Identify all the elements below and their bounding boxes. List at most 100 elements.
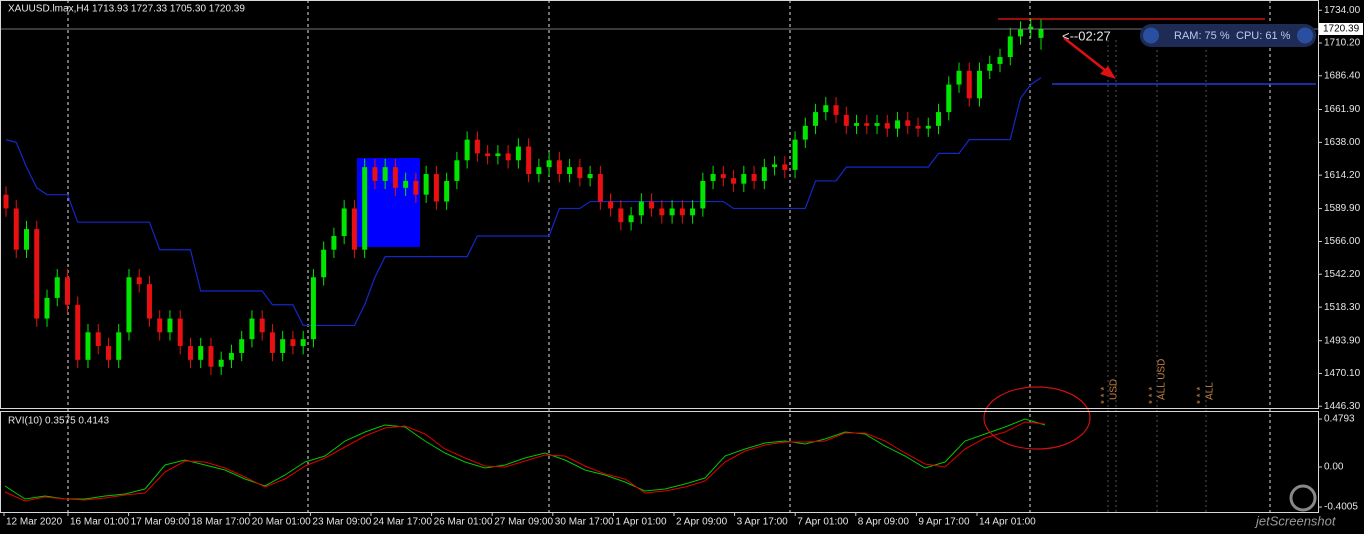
- y-tick-label: 1446.30: [1324, 401, 1361, 412]
- y-tick-label: 1470.10: [1324, 368, 1361, 379]
- price-tag-label: 1720.39: [1323, 24, 1360, 35]
- candle-body: [187, 346, 193, 360]
- y-tick-label: 1710.20: [1324, 38, 1361, 49]
- candle-body: [249, 318, 255, 340]
- x-tick-label: 7 Apr 01:00: [797, 517, 849, 528]
- candle-body: [731, 178, 737, 184]
- rvi-line: [4, 421, 1046, 502]
- arrow: [1063, 37, 1111, 75]
- separators: [67, 0, 1271, 512]
- main-frame: [0, 0, 1319, 409]
- candle-body: [259, 318, 265, 333]
- indicator-title: RVI(10) 0.3575 0.4143: [8, 416, 109, 427]
- x-tick-label: 2 Apr 09:00: [676, 517, 728, 528]
- candle-body: [987, 63, 993, 71]
- candle-body: [392, 167, 398, 188]
- candle-body: [403, 180, 409, 188]
- y-tick-label: -0.4005: [1324, 502, 1358, 513]
- candle-body: [331, 235, 337, 250]
- candle-body: [854, 123, 860, 126]
- candle-body: [218, 359, 224, 367]
- y-tick-label: 1542.20: [1324, 269, 1361, 280]
- candle-body: [649, 201, 655, 209]
- candle-body: [198, 346, 204, 360]
- candle-body: [546, 160, 552, 168]
- candle-body: [597, 174, 603, 202]
- candle-body: [792, 139, 798, 170]
- candle-body: [526, 146, 532, 175]
- event-stars: * * *: [1148, 387, 1159, 404]
- candle-body: [3, 194, 9, 209]
- candle-body: [310, 277, 316, 340]
- candle-body: [341, 208, 347, 236]
- candle-body: [966, 70, 972, 99]
- candle-body: [895, 120, 901, 129]
- candle-body: [167, 318, 173, 333]
- candle-body: [126, 277, 132, 333]
- candle-body: [290, 339, 296, 347]
- candle-body: [423, 174, 429, 195]
- candle-body: [372, 167, 378, 181]
- y-tick-label: 1614.20: [1324, 170, 1361, 181]
- plot-area: [1, 18, 1318, 502]
- candle-body: [659, 208, 665, 216]
- candle-body: [269, 332, 275, 353]
- candle-body: [608, 201, 614, 209]
- candle-body: [925, 125, 931, 129]
- ohlc: 1713.93 1727.33 1705.30 1720.39: [92, 4, 245, 15]
- candle-body: [823, 105, 829, 113]
- candle-body: [618, 208, 624, 223]
- candle-body: [936, 112, 942, 126]
- event-label: ALL: [1205, 382, 1216, 400]
- ram: RAM: 75 %: [1174, 30, 1230, 42]
- y-tick-label: 1566.00: [1324, 236, 1361, 247]
- candle-body: [577, 167, 583, 179]
- indicator-line: [5, 77, 1042, 327]
- widget-icon: [1143, 27, 1159, 44]
- event-stars: * * *: [1100, 387, 1111, 404]
- y-tick-label: 1589.90: [1324, 203, 1361, 214]
- candle-body: [1028, 26, 1034, 30]
- highlight-ellipse: [983, 386, 1091, 450]
- x-tick-label: 24 Mar 17:00: [373, 517, 432, 528]
- event-stars: * * *: [1196, 387, 1207, 404]
- candle-body: [802, 125, 808, 140]
- candle-body: [382, 167, 388, 181]
- candle-body: [772, 164, 778, 168]
- price-tag: [1319, 22, 1363, 35]
- candle-body: [54, 277, 60, 298]
- candle-body: [34, 229, 40, 319]
- candle-body: [905, 120, 911, 126]
- candle-body: [1018, 29, 1024, 37]
- x-tick-label: 14 Apr 01:00: [979, 517, 1036, 528]
- arrow-head: [1100, 66, 1116, 79]
- candle-body: [95, 332, 101, 347]
- indicator-frame: [0, 411, 1319, 513]
- candle-body: [208, 346, 214, 367]
- resource-widget: RAM: 75 % CPU: 61 %: [1140, 24, 1316, 47]
- candle-body: [485, 153, 491, 157]
- candle-body: [464, 139, 470, 161]
- cpu: CPU: 61 %: [1236, 30, 1291, 42]
- candle-body: [44, 297, 50, 319]
- candle-body: [495, 153, 501, 157]
- candle-body: [638, 201, 644, 216]
- candle-body: [956, 70, 962, 85]
- highlight-box: [357, 158, 420, 247]
- candle-body: [567, 167, 573, 175]
- x-tick-label: 9 Apr 17:00: [918, 517, 970, 528]
- candle-body: [105, 346, 111, 360]
- candle-body: [536, 167, 542, 175]
- widget-button[interactable]: [1297, 27, 1313, 44]
- candle-body: [751, 174, 757, 181]
- candle-body: [813, 112, 819, 126]
- x-tick-label: 18 Mar 17:00: [191, 517, 250, 528]
- candle-body: [843, 114, 849, 126]
- candle-body: [515, 146, 521, 161]
- candle-body: [720, 174, 726, 179]
- candle-body: [915, 125, 921, 129]
- candle-body: [884, 123, 890, 129]
- y-tick-label: 1638.00: [1324, 137, 1361, 148]
